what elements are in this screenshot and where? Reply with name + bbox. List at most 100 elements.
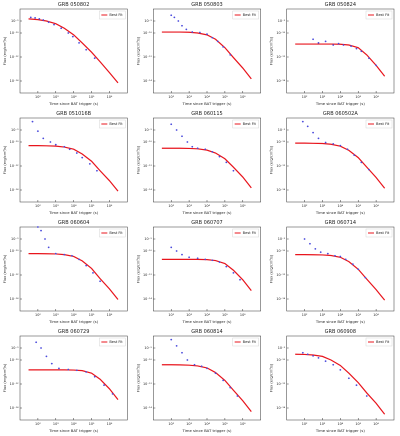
- data-point: [188, 256, 191, 259]
- data-point: [317, 41, 320, 44]
- y-tick-label: 10⁻¹⁴: [143, 406, 152, 410]
- y-tick-label: 10⁻¹⁰: [276, 140, 285, 144]
- x-tick-label: 10²: [35, 313, 41, 317]
- data-point: [40, 347, 42, 349]
- x-tick-label: 10⁶: [107, 313, 113, 317]
- data-point: [63, 253, 66, 256]
- y-tick-label: 10⁻⁹: [278, 237, 286, 241]
- data-point: [232, 271, 235, 274]
- y-tick-label: 10⁻¹⁰: [143, 140, 152, 144]
- plot-area: [19, 117, 128, 203]
- x-tick-label: 10⁶: [107, 204, 113, 208]
- data-point: [368, 168, 370, 171]
- chart-title: GRB 060707: [191, 220, 222, 226]
- data-point: [170, 14, 173, 17]
- x-tick-label: 10⁵: [89, 422, 95, 426]
- data-point: [63, 145, 66, 148]
- data-point: [103, 384, 105, 387]
- data-point: [232, 169, 235, 172]
- y-tick-label: 10⁻¹²: [276, 382, 285, 386]
- legend-label: Best Fit: [109, 122, 123, 126]
- y-tick-label: 10⁻¹²: [276, 55, 285, 59]
- data-point: [29, 16, 32, 19]
- data-point: [181, 24, 183, 27]
- chart-title: GRB 050802: [58, 2, 89, 8]
- x-tick-label: 10⁵: [222, 313, 228, 317]
- data-point: [332, 44, 335, 46]
- data-point: [93, 57, 96, 60]
- data-point: [50, 362, 53, 365]
- y-tick-label: 10⁻¹⁰: [276, 249, 285, 253]
- data-point: [54, 252, 57, 255]
- fit-line: [295, 353, 386, 415]
- chart-panel: GRB 050803 Time since BAT trigger (s) Flux…: [136, 2, 261, 106]
- x-tick-label: 10⁶: [240, 313, 246, 317]
- y-axis-label: Flux (erg/cm²/s): [270, 254, 274, 283]
- y-tick-label: 10⁻⁹: [278, 19, 286, 23]
- y-tick-label: 10⁻⁹: [11, 237, 19, 241]
- x-tick-label: 10³: [53, 95, 59, 99]
- plot-area: [286, 8, 395, 94]
- legend-label: Best Fit: [376, 13, 390, 17]
- data-point: [44, 238, 46, 240]
- data-point: [355, 47, 358, 50]
- data-point: [60, 27, 63, 30]
- chart-panel: GRB 050802 Time since BAT trigger (s) Flux…: [3, 2, 128, 106]
- data-point: [229, 386, 232, 389]
- data-point: [342, 44, 345, 46]
- y-tick-label: 10⁻⁹: [11, 19, 19, 23]
- data-point: [49, 141, 52, 143]
- x-tick-label: 10⁴: [337, 95, 343, 99]
- plot-area: [286, 226, 395, 312]
- data-point: [42, 137, 45, 140]
- data-point: [67, 368, 70, 371]
- data-point: [36, 130, 39, 133]
- y-tick-label: 10⁻¹⁰: [10, 31, 19, 35]
- chart-title: GRB 060908: [325, 329, 356, 335]
- data-point: [175, 129, 178, 131]
- y-tick-label: 10⁻¹²: [10, 382, 19, 386]
- data-point: [85, 371, 88, 373]
- data-point: [206, 367, 208, 370]
- fit-line: [161, 31, 252, 80]
- data-point: [314, 247, 317, 250]
- data-point: [324, 360, 327, 363]
- chart-panel: GRB 060604 Time since BAT trigger (s) Flux…: [3, 220, 128, 324]
- x-tick-label: 10⁴: [337, 313, 343, 317]
- data-point: [47, 21, 50, 24]
- fit-line: [295, 142, 386, 189]
- data-point: [71, 254, 73, 257]
- data-point: [317, 137, 320, 140]
- plot-area: [19, 335, 128, 421]
- data-point: [222, 45, 225, 48]
- y-axis-label: Flux (erg/cm²/s): [3, 363, 7, 392]
- data-point: [339, 144, 342, 147]
- y-tick-label: 10⁻¹²: [10, 164, 19, 168]
- x-tick-label: 10⁶: [373, 422, 379, 426]
- plot-area: [153, 335, 261, 421]
- legend-label: Best Fit: [376, 122, 390, 126]
- data-point: [303, 238, 306, 240]
- x-tick-label: 10⁶: [373, 95, 379, 99]
- chart-title: GRB 060502A: [323, 111, 358, 117]
- x-tick-label: 10⁶: [107, 422, 113, 426]
- fit-line: [295, 43, 386, 77]
- y-tick-label: 10⁻¹⁴: [276, 297, 285, 301]
- x-axis-label: Time since BAT trigger (s): [315, 428, 365, 433]
- legend-label: Best Fit: [376, 340, 390, 344]
- x-tick-label: 10²: [168, 422, 174, 426]
- data-point: [175, 344, 178, 347]
- y-tick-label: 10⁻¹⁴: [276, 79, 285, 83]
- x-tick-label: 10³: [186, 204, 192, 208]
- x-tick-label: 10⁶: [240, 204, 246, 208]
- x-tick-label: 10³: [186, 95, 192, 99]
- x-tick-label: 10⁵: [89, 95, 95, 99]
- x-axis-label: Time since BAT trigger (s): [315, 101, 365, 106]
- plot-area: [286, 335, 395, 421]
- x-axis-label: Time since BAT trigger (s): [48, 210, 98, 215]
- plot-area: [19, 226, 128, 312]
- y-axis-label: Flux (erg/cm²/s): [136, 363, 140, 392]
- legend-box: [232, 228, 259, 238]
- x-tick-label: 10⁶: [373, 204, 379, 208]
- data-point: [38, 17, 41, 20]
